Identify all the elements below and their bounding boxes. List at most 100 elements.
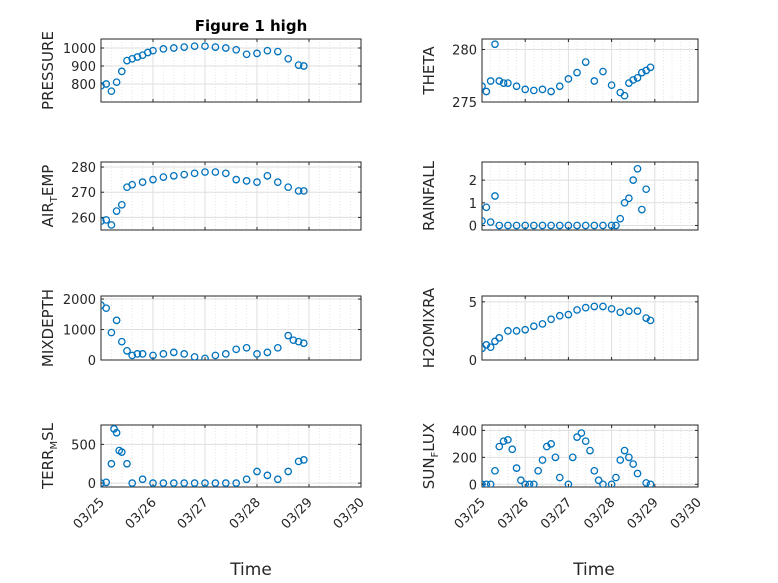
x-tick-label-7: 03/29 — [625, 495, 662, 532]
data-point — [299, 456, 308, 464]
data-point — [149, 351, 157, 360]
data-point — [482, 480, 486, 487]
data-point — [253, 350, 261, 358]
data-point — [138, 178, 147, 186]
data-point — [564, 310, 573, 319]
data-point — [646, 63, 655, 72]
data-point — [112, 207, 121, 215]
x-tick-label-6: 03/27 — [175, 495, 212, 532]
data-point — [123, 56, 131, 65]
data-point — [581, 58, 590, 66]
data-point — [590, 302, 599, 311]
data-point — [253, 178, 261, 186]
data-point — [590, 77, 599, 85]
data-point — [242, 343, 251, 352]
data-point — [642, 479, 651, 487]
data-point — [616, 214, 625, 223]
data-point — [138, 350, 147, 358]
data-point — [538, 85, 547, 94]
data-point — [577, 429, 586, 437]
data-point — [633, 74, 642, 82]
data-point — [594, 476, 603, 485]
data-point — [159, 479, 168, 487]
data-point — [190, 479, 199, 487]
data-point — [133, 350, 142, 358]
data-point — [482, 82, 486, 91]
data-point — [620, 91, 629, 100]
y-tick-label-7: 200 — [452, 451, 477, 466]
data-point — [128, 351, 137, 360]
x-tick-label-7: 03/27 — [538, 495, 575, 532]
data-point — [637, 205, 646, 214]
data-point — [107, 87, 116, 96]
y-tick-label-2: 260 — [71, 211, 96, 226]
y-axis-label-0: PRESSURE — [39, 31, 57, 110]
data-point — [180, 43, 189, 51]
subplot-terr-msl: 03/25 03/26 03/27 03/28 03/29 03/30 0 500 TERRMS… — [39, 422, 368, 532]
data-point — [232, 175, 241, 184]
data-points-0 — [101, 42, 308, 96]
data-point — [538, 221, 547, 230]
data-point — [633, 307, 642, 315]
axes-box-4 — [100, 295, 362, 361]
data-point — [538, 456, 547, 464]
data-point — [169, 44, 178, 52]
data-point — [547, 315, 555, 324]
data-point — [564, 221, 573, 230]
data-point — [221, 479, 230, 487]
y-tick-label-3: 1 — [469, 197, 477, 212]
data-point — [128, 180, 137, 189]
y-axis-label-5: H2OMIXRA — [420, 287, 438, 368]
data-point — [620, 198, 629, 207]
data-point — [607, 81, 616, 90]
data-point — [529, 221, 538, 230]
subplot-sun-flux: 03/25 03/26 03/27 03/28 03/29 03/30 0 200 400 SUN… — [420, 423, 705, 533]
data-point — [590, 221, 599, 230]
data-point — [646, 480, 655, 487]
data-point — [117, 200, 126, 209]
data-point — [646, 316, 655, 325]
data-point — [169, 172, 178, 180]
data-point — [538, 320, 547, 328]
data-point — [107, 328, 116, 337]
data-point — [482, 87, 491, 96]
y-axis-label-6: TERRMSL — [39, 422, 60, 490]
data-point — [642, 185, 651, 194]
data-point — [525, 480, 534, 487]
data-point — [629, 460, 638, 468]
data-point — [612, 473, 620, 482]
data-point — [117, 67, 126, 76]
data-point — [568, 453, 577, 462]
data-point — [101, 479, 105, 487]
x-tick-label-6: 03/29 — [279, 495, 316, 532]
y-tick-label-0: 800 — [71, 78, 96, 93]
data-point — [211, 479, 220, 487]
data-point — [555, 473, 564, 482]
data-point — [586, 446, 594, 455]
data-point — [612, 221, 620, 230]
axes-box-0 — [100, 38, 362, 103]
axes-box-1 — [481, 38, 699, 103]
data-point — [112, 316, 121, 325]
data-point — [232, 45, 241, 54]
data-point — [581, 303, 590, 312]
data-point — [221, 169, 230, 178]
x-tick-label-6: 03/26 — [123, 495, 160, 532]
data-point — [633, 469, 642, 478]
data-points-1 — [482, 40, 655, 100]
data-point — [495, 442, 504, 451]
data-point — [482, 480, 491, 487]
data-point — [253, 467, 261, 476]
y-tick-label-2: 270 — [71, 186, 96, 201]
y-tick-label-4: 0 — [88, 354, 96, 369]
data-point — [482, 217, 486, 225]
data-point — [599, 302, 607, 311]
data-point — [486, 480, 495, 487]
data-point — [294, 61, 303, 69]
data-point — [551, 453, 560, 462]
data-point — [242, 177, 251, 185]
data-points-5 — [482, 302, 655, 353]
data-point — [263, 46, 272, 55]
y-tick-label-7: 0 — [469, 478, 477, 493]
data-point — [180, 170, 189, 179]
